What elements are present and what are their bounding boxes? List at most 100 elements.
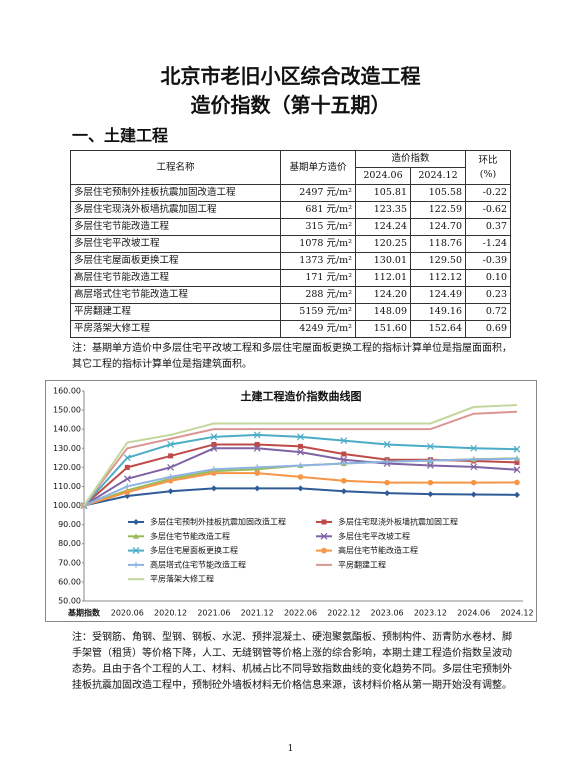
marker <box>297 448 304 456</box>
table-cell: 平房翻建工程 <box>70 303 281 321</box>
table-cell: 120.25 <box>355 235 411 253</box>
table-cell: 112.01 <box>355 269 411 287</box>
legend-marker <box>133 561 139 568</box>
table-cell: 130.01 <box>355 252 411 270</box>
table-row: 多层住宅现浇外板墙抗震加固工程 681 元/m² 123.35 122.59 -0.62 <box>70 201 512 219</box>
marker <box>426 442 434 450</box>
header-text: (%) <box>479 168 497 180</box>
marker <box>167 473 174 480</box>
x-tick-label: 2023.12 <box>414 609 447 618</box>
y-tick-label: 100.00 <box>53 501 81 510</box>
marker <box>253 431 261 439</box>
table-cell: 高层住宅节能改造工程 <box>70 269 281 287</box>
table-cell: 2497 元/m² <box>280 184 356 202</box>
table-cell: 1373 元/m² <box>280 252 356 270</box>
table-cell: 高层塔式住宅节能改造工程 <box>70 286 281 304</box>
table-cell: -0.39 <box>465 252 512 270</box>
table-row: 多层住宅节能改造工程 315 元/m² 124.24 124.70 0.37 <box>70 218 512 236</box>
marker <box>470 456 477 463</box>
marker <box>211 470 217 476</box>
marker <box>253 444 261 452</box>
table-cell: -0.22 <box>465 184 512 202</box>
header-cell: 工程名称 <box>70 150 281 185</box>
table-cell: 152.64 <box>409 320 467 338</box>
y-tick-label: 70.00 <box>58 558 81 567</box>
legend-marker <box>132 547 140 555</box>
marker <box>254 464 261 471</box>
chart: 土建工程造价指数曲线图 50.00 60.00 70.00 80.00 90.00 100… <box>45 380 537 622</box>
x-tick-label: 2021.12 <box>241 609 274 618</box>
marker <box>210 466 217 473</box>
table-row: 平房落架大修工程 4249 元/m² 151.60 152.64 0.69 <box>70 320 512 338</box>
table-cell: 多层住宅预制外挂板抗震加固改造工程 <box>70 184 281 202</box>
marker <box>254 485 261 492</box>
table-cell: 288 元/m² <box>280 286 356 304</box>
marker <box>514 491 520 498</box>
legend-label: 多层住宅屋面板更换工程 <box>150 545 238 555</box>
title: 北京市老旧小区综合改造工程 <box>160 64 421 88</box>
table-row: 平房翻建工程 5159 元/m² 148.09 149.16 0.72 <box>70 303 512 321</box>
marker <box>211 441 217 447</box>
x-tick-label: 2021.06 <box>197 609 230 618</box>
legend-marker <box>133 519 139 525</box>
x-tick-label: 2020.12 <box>154 609 187 618</box>
marker <box>297 433 304 441</box>
table-cell: 681 元/m² <box>280 201 356 219</box>
y-tick-label: 120.00 <box>53 463 81 472</box>
x-tick-label: 2024.06 <box>457 609 490 618</box>
table-row: 多层住宅平改坡工程 1078 元/m² 120.25 118.76 -1.24 <box>70 235 512 253</box>
marker <box>340 460 347 467</box>
table-cell: 平房落架大修工程 <box>70 320 281 338</box>
y-tick-label: 110.00 <box>53 482 81 491</box>
marker <box>254 441 260 447</box>
table-cell: -0.62 <box>465 201 512 219</box>
x-tick-label: 基期指数 <box>67 608 101 618</box>
marker <box>340 437 348 445</box>
marker <box>470 491 477 498</box>
chart-title: 土建工程造价指数曲线图 <box>241 389 362 403</box>
header-cell: 2024.12 <box>409 167 467 185</box>
table-cell: 105.58 <box>409 184 467 202</box>
marker <box>340 456 348 464</box>
table-cell: 多层住宅屋面板更换工程 <box>70 252 281 270</box>
marker <box>427 457 434 464</box>
header-cell: 造价指数 <box>354 150 467 168</box>
marker <box>341 451 347 457</box>
index-table: 工程名称 基期单方造价 造价指数 环比 (%) 2024.06 2024.12 多… <box>70 150 512 338</box>
table-cell: 1078 元/m² <box>280 235 356 253</box>
marker <box>298 443 303 449</box>
marker <box>123 475 131 483</box>
marker <box>514 479 520 486</box>
table-row: 多层住宅预制外挂板抗震加固改造工程 2497 元/m² 105.81 105.58 -0… <box>70 184 512 202</box>
marker <box>167 488 174 495</box>
marker <box>124 483 131 490</box>
header-cell: 基期单方造价 <box>280 150 356 185</box>
marker <box>297 485 304 492</box>
table-cell: 0.23 <box>465 286 512 304</box>
marker <box>427 479 434 486</box>
table-cell: 4249 元/m² <box>280 320 356 338</box>
table-cell: 123.35 <box>355 201 411 219</box>
y-tick-label: 140.00 <box>53 425 81 434</box>
table-cell: 171 元/m² <box>280 269 356 287</box>
legend-marker <box>321 519 327 525</box>
y-tick-label: 150.00 <box>53 406 81 415</box>
table-cell: 148.09 <box>355 303 411 321</box>
table-cell: 315 元/m² <box>280 218 356 236</box>
y-tick-label: 160.00 <box>53 387 81 396</box>
marker <box>210 485 217 492</box>
table-cell: 129.50 <box>409 252 467 270</box>
marker <box>124 464 130 470</box>
table-cell: 124.70 <box>409 218 467 236</box>
marker <box>470 479 477 486</box>
legend-marker <box>320 532 328 540</box>
note: 注：基期单方造价中多层住宅平改坡工程和多层住宅屋面板更换工程的指标计算单位是指屋… <box>72 343 512 370</box>
table-row: 多层住宅屋面板更换工程 1373 元/m² 130.01 129.50 -0.39 <box>70 252 512 270</box>
table-row: 高层住宅节能改造工程 171 元/m² 112.01 112.12 0.10 <box>70 269 512 287</box>
page-number: 1 <box>287 744 294 754</box>
y-tick-label: 130.00 <box>53 444 81 453</box>
table-cell: 0.69 <box>465 320 512 338</box>
marker <box>341 477 347 484</box>
legend-label: 平房翻建工程 <box>338 559 386 569</box>
